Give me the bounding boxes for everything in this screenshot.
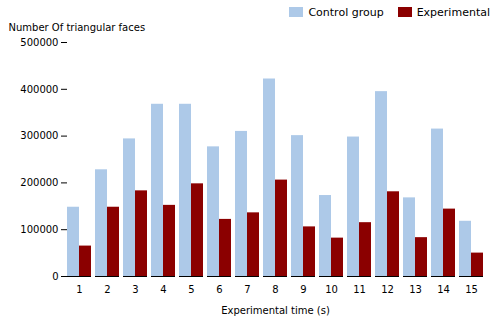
- svg-text:400000: 400000: [20, 84, 58, 95]
- svg-text:7: 7: [244, 284, 250, 295]
- svg-text:2: 2: [104, 284, 110, 295]
- svg-text:6: 6: [216, 284, 222, 295]
- svg-text:300000: 300000: [20, 130, 58, 141]
- svg-text:12: 12: [381, 284, 394, 295]
- svg-text:500000: 500000: [20, 37, 58, 48]
- svg-text:Experimental time (s): Experimental time (s): [221, 305, 330, 316]
- svg-text:9: 9: [300, 284, 306, 295]
- svg-text:3: 3: [132, 284, 138, 295]
- svg-text:14: 14: [437, 284, 450, 295]
- svg-text:10: 10: [325, 284, 338, 295]
- svg-text:100000: 100000: [20, 224, 58, 235]
- svg-text:15: 15: [465, 284, 478, 295]
- svg-text:11: 11: [353, 284, 366, 295]
- svg-text:5: 5: [188, 284, 194, 295]
- html-text:Control group: Control group: [308, 5, 384, 19]
- svg-text:8: 8: [272, 284, 278, 295]
- html-text:Experimental: Experimental: [416, 5, 490, 19]
- svg-text:200000: 200000: [20, 177, 58, 188]
- svg-text:Number Of triangular faces: Number Of triangular faces: [9, 22, 146, 33]
- svg-text:1: 1: [76, 284, 82, 295]
- svg-text:4: 4: [160, 284, 166, 295]
- svg-text:13: 13: [409, 284, 422, 295]
- svg-text:0: 0: [52, 271, 58, 282]
